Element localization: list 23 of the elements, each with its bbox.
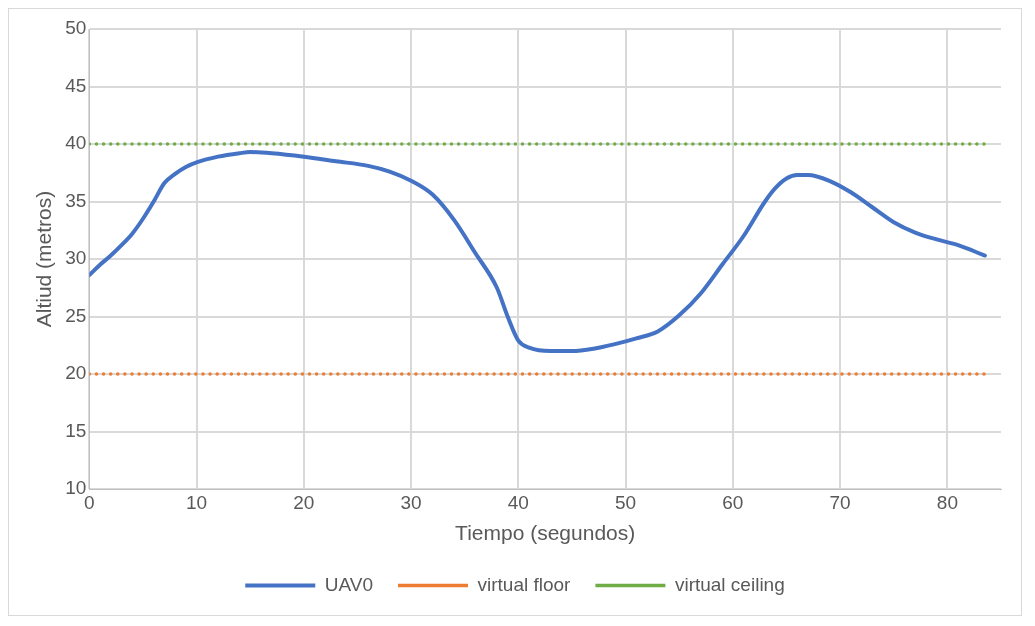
x-tick-label: 30 [400,491,422,513]
x-axis-title: Tiempo (segundos) [455,521,636,545]
y-tick-label: 15 [65,419,87,441]
y-tick-label: 35 [65,189,87,211]
x-tick-label: 40 [507,491,529,513]
y-tick-label: 50 [65,17,87,39]
y-tick-label: 30 [65,247,87,269]
legend-label: virtual floor [477,573,572,595]
x-tick-label: 20 [293,491,315,513]
x-tick-label: 80 [936,491,958,513]
x-tick-label: 50 [615,491,637,513]
y-axis-title: Altiud (metros) [32,190,56,328]
x-tick-label: 70 [829,491,851,513]
legend-label: virtual ceiling [674,573,785,595]
x-tick-label: 10 [186,491,208,513]
line-series [89,150,987,353]
y-tick-label: 25 [65,304,87,326]
y-tick-label: 20 [65,362,87,384]
y-tick-label: 45 [65,74,87,96]
x-tick-label: 60 [722,491,744,513]
x-tick-label: 0 [84,491,95,513]
y-tick-label: 40 [65,132,87,154]
legend-label: UAV0 [324,573,373,595]
